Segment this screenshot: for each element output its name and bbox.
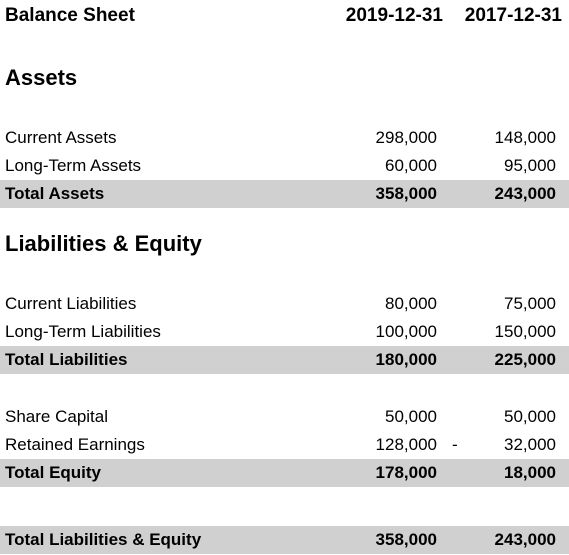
sheet-title: Balance Sheet [5,5,135,26]
value: 358,000 [375,530,437,549]
total-band [0,526,569,554]
value: 298,000 [375,128,437,147]
total-band [0,180,569,208]
total-band [0,459,569,487]
value: 243,000 [494,184,556,203]
value: 80,000 [385,294,437,313]
value: 225,000 [494,350,556,369]
column-header: 2017-12-31 [464,5,562,26]
column-header: 2019-12-31 [345,5,443,26]
row-label: Retained Earnings [5,435,145,454]
value: 178,000 [375,463,437,482]
row-label: Total Assets [5,184,105,203]
section-title: Liabilities & Equity [5,231,202,256]
row-label: Long-Term Liabilities [5,322,161,341]
value: 180,000 [375,350,437,369]
row-label: Total Liabilities & Equity [5,530,202,549]
section-title: Assets [5,65,78,90]
value: 95,000 [504,156,556,175]
value: 100,000 [375,322,437,341]
row-label: Total Equity [5,463,102,482]
value: 358,000 [375,184,437,203]
value: 128,000 [375,435,437,454]
value: 148,000 [494,128,556,147]
value: 60,000 [385,156,437,175]
row-label: Long-Term Assets [5,156,142,175]
row-label: Current Assets [5,128,117,147]
value: 50,000 [504,407,556,426]
value: 50,000 [385,407,437,426]
sign: - [452,435,458,454]
value: 32,000 [504,435,556,454]
value: 18,000 [504,463,556,482]
value: 243,000 [494,530,556,549]
value: 75,000 [504,294,556,313]
row-label: Current Liabilities [5,294,137,313]
row-label: Share Capital [5,407,109,426]
total-band [0,346,569,374]
value: 150,000 [494,322,556,341]
row-label: Total Liabilities [5,350,128,369]
